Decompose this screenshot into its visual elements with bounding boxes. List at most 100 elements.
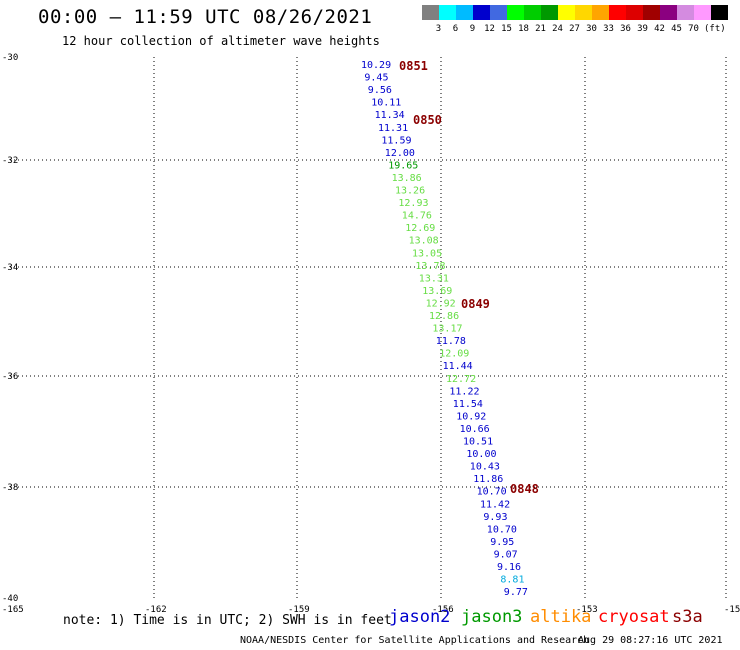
wave-height-value: 13.08 (409, 236, 439, 247)
page-title: 00:00 – 11:59 UTC 08/26/2021 (38, 6, 373, 28)
scale-label: 36 (620, 24, 631, 34)
wave-height-value: 12.69 (405, 223, 435, 234)
scale-label: (ft) (704, 24, 726, 34)
scale-swatch (558, 5, 575, 20)
scale-swatch (575, 5, 592, 20)
scale-label: 33 (603, 24, 614, 34)
wave-height-value: 11.44 (443, 361, 473, 372)
scale-swatch (694, 5, 711, 20)
scale-swatch (677, 5, 694, 20)
wave-height-value: 11.34 (375, 110, 405, 121)
wave-height-value: 11.22 (449, 386, 479, 397)
scale-label: 45 (671, 24, 682, 34)
wave-height-value: 14.76 (402, 211, 432, 222)
latitude-label: -40 (2, 594, 18, 604)
wave-height-value: 11.54 (453, 399, 483, 410)
wave-height-value: 12.00 (385, 148, 415, 159)
legend-cryosat: cryosat (598, 607, 670, 627)
scale-label: 9 (469, 24, 476, 34)
scale-swatch (439, 5, 456, 20)
scale-swatch (626, 5, 643, 20)
wave-height-value: 10.92 (456, 411, 486, 422)
wave-height-value: 12.09 (439, 349, 469, 360)
scale-swatch (541, 5, 558, 20)
credit-line: NOAA/NESDIS Center for Satellite Applica… (240, 635, 590, 646)
page-subtitle: 12 hour collection of altimeter wave hei… (62, 34, 380, 48)
wave-height-value: 9.45 (364, 73, 388, 84)
wave-height-value: 10.43 (470, 462, 500, 473)
wave-height-value: 11.31 (378, 123, 408, 134)
legend-s3a: s3a (672, 607, 703, 627)
latitude-label: -34 (2, 263, 18, 273)
generated-timestamp: Aug 29 08:27:16 UTC 2021 (578, 635, 723, 646)
scale-swatch (592, 5, 609, 20)
scale-label: 39 (637, 24, 648, 34)
scale-swatch (609, 5, 626, 20)
scale-swatch (507, 5, 524, 20)
wave-height-value: 11.78 (436, 336, 466, 347)
scale-swatch (643, 5, 660, 20)
scale-label: 27 (569, 24, 580, 34)
scale-label: 6 (452, 24, 459, 34)
scale-label: 12 (484, 24, 495, 34)
longitude-label: -15 (724, 605, 740, 615)
longitude-label: -162 (145, 605, 167, 615)
scale-label: 30 (586, 24, 597, 34)
wave-height-value: 11.42 (480, 499, 510, 510)
time-mark: 0850 (413, 113, 442, 127)
scale-label: 3 (435, 24, 442, 34)
longitude-label: -165 (2, 605, 24, 615)
wave-height-value: 10.70 (487, 524, 517, 535)
scale-label: 24 (552, 24, 563, 34)
scale-label: 42 (654, 24, 665, 34)
wave-height-value: 13.05 (412, 248, 442, 259)
time-mark: 0848 (510, 482, 539, 496)
wave-height-value: 13.26 (395, 186, 425, 197)
wave-height-value: 12.92 (426, 299, 456, 310)
wave-height-value: 9.95 (490, 537, 514, 548)
time-mark: 0851 (399, 59, 428, 73)
scale-swatch (422, 5, 439, 20)
scale-swatch (524, 5, 541, 20)
scale-label: 70 (688, 24, 699, 34)
scale-swatch (660, 5, 677, 20)
scale-swatch (711, 5, 728, 20)
wave-height-value: 10.70 (477, 487, 507, 498)
wave-height-value: 19.65 (388, 160, 418, 171)
wave-height-value: 13.69 (422, 286, 452, 297)
wave-height-value: 10.11 (371, 98, 401, 109)
wave-height-value: 8.81 (500, 575, 524, 586)
units-note: note: 1) Time is in UTC; 2) SWH is in fe… (63, 613, 392, 628)
legend-jason3: jason3 (461, 607, 523, 627)
wave-height-value: 10.29 (361, 60, 391, 71)
wave-height-value: 9.16 (497, 562, 521, 573)
legend-jason2: jason2 (389, 607, 451, 627)
wave-height-value: 13.17 (432, 324, 462, 335)
wave-height-value: 9.56 (368, 85, 392, 96)
wave-height-value: 13.86 (392, 173, 422, 184)
latitude-label: -30 (2, 53, 18, 63)
wave-height-value: 10.66 (460, 424, 490, 435)
scale-swatch (490, 5, 507, 20)
latitude-label: -36 (2, 372, 18, 382)
wave-height-value: 9.77 (504, 587, 528, 598)
scale-label: 15 (501, 24, 512, 34)
wave-height-value: 13.78 (415, 261, 445, 272)
wave-height-value: 13.31 (419, 273, 449, 284)
latitude-label: -38 (2, 483, 18, 493)
wave-height-value: 12.86 (429, 311, 459, 322)
legend-altika: altika (530, 607, 592, 627)
scale-label: 18 (518, 24, 529, 34)
wave-height-value: 11.86 (473, 474, 503, 485)
wave-height-value: 12.72 (446, 374, 476, 385)
scale-swatch (473, 5, 490, 20)
latitude-label: -32 (2, 156, 18, 166)
wave-height-value: 9.93 (483, 512, 507, 523)
scale-swatch (456, 5, 473, 20)
wave-height-value: 11.59 (381, 135, 411, 146)
scale-label: 21 (535, 24, 546, 34)
wave-height-value: 10.00 (466, 449, 496, 460)
longitude-label: -153 (576, 605, 598, 615)
longitude-label: -159 (288, 605, 310, 615)
